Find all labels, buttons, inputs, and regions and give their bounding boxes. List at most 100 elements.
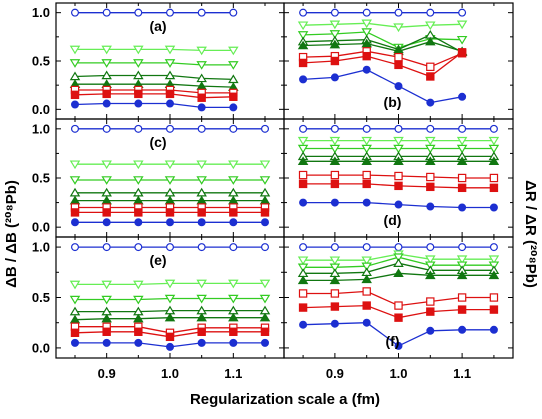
series-green-open-triangle-down (69, 59, 239, 70)
data-point (330, 124, 339, 133)
data-point (362, 198, 371, 207)
data-point (166, 218, 175, 227)
data-point (489, 183, 499, 193)
data-point (488, 156, 500, 166)
panel-label: (e) (149, 252, 166, 268)
data-point (164, 279, 176, 289)
series-red-open-square (298, 170, 499, 183)
data-point (458, 243, 467, 252)
data-point (361, 274, 372, 284)
data-point (489, 124, 498, 133)
data-point (299, 320, 308, 329)
data-point (260, 327, 270, 336)
data-point (164, 59, 176, 68)
data-point (297, 256, 309, 266)
series-line (303, 22, 463, 28)
data-point (69, 295, 81, 305)
data-point (102, 327, 111, 336)
series-line (74, 74, 234, 81)
data-point (393, 144, 404, 154)
data-point (298, 179, 308, 189)
data-point (330, 243, 339, 252)
data-point (164, 294, 176, 304)
data-point (197, 338, 206, 347)
data-point (297, 275, 309, 285)
y-tick-label: 0.0 (32, 102, 50, 117)
data-point (457, 183, 467, 193)
data-point (456, 136, 468, 146)
y-axis-label-right: ΔR / ΔR (²⁰⁸Pb) (522, 180, 539, 288)
data-point (133, 70, 144, 80)
data-point (329, 156, 341, 166)
data-point (69, 160, 81, 170)
series-blue-open-circle (299, 124, 498, 133)
data-point (229, 243, 238, 252)
data-point (488, 136, 500, 146)
data-point (69, 59, 81, 68)
data-point (259, 279, 271, 289)
data-point (133, 295, 144, 305)
data-point (362, 8, 371, 17)
series-blue-filled-circle (70, 338, 270, 351)
data-point (394, 82, 403, 91)
data-point (164, 45, 176, 55)
series-darkgreen-open-triangle-up (297, 258, 500, 278)
data-point (489, 243, 498, 252)
data-point (298, 58, 308, 68)
panel-label: (d) (384, 212, 402, 228)
data-point (362, 301, 371, 310)
data-point (426, 172, 435, 182)
data-point (297, 263, 309, 273)
data-point (458, 8, 467, 17)
data-point (297, 144, 309, 154)
x-tick-label: 1.1 (224, 366, 242, 381)
data-point (229, 338, 238, 347)
data-point (394, 301, 403, 310)
data-point (456, 270, 468, 280)
x-tick-label: 1.0 (389, 366, 407, 381)
data-point (101, 313, 112, 323)
data-point (228, 176, 239, 185)
y-tick-label: 1.0 (32, 240, 50, 255)
data-point (457, 305, 467, 314)
data-point (362, 179, 371, 189)
panel-label: (c) (149, 134, 166, 150)
series-line (74, 93, 234, 99)
series-blue-filled-circle (70, 99, 238, 112)
data-point (426, 307, 435, 316)
data-point (229, 8, 238, 17)
data-point (134, 243, 143, 252)
data-point (261, 338, 270, 347)
data-point (426, 72, 435, 81)
data-point (134, 218, 143, 227)
data-point (297, 156, 309, 166)
data-point (361, 256, 372, 266)
data-point (197, 208, 206, 217)
data-point (393, 136, 404, 146)
data-point (102, 124, 111, 133)
y-tick-label: 0.0 (32, 220, 50, 235)
panel-0: (a) (69, 8, 239, 112)
data-point (102, 243, 111, 252)
data-point (196, 160, 207, 170)
data-point (489, 305, 499, 314)
panel-3: (d) (297, 124, 500, 228)
data-point (393, 268, 404, 278)
data-point (299, 8, 308, 17)
data-point (196, 294, 207, 304)
data-point (70, 218, 79, 227)
data-point (229, 103, 238, 112)
data-point (134, 338, 143, 347)
data-point (229, 208, 238, 217)
data-point (362, 51, 371, 61)
data-point (361, 38, 372, 48)
data-point (394, 200, 403, 209)
data-point (101, 295, 112, 305)
data-point (196, 46, 207, 56)
data-point (298, 170, 308, 180)
series-darkgreen-filled-triangle-up (69, 79, 239, 91)
data-point (361, 262, 372, 272)
series-red-open-square (70, 85, 238, 98)
data-point (102, 8, 111, 17)
